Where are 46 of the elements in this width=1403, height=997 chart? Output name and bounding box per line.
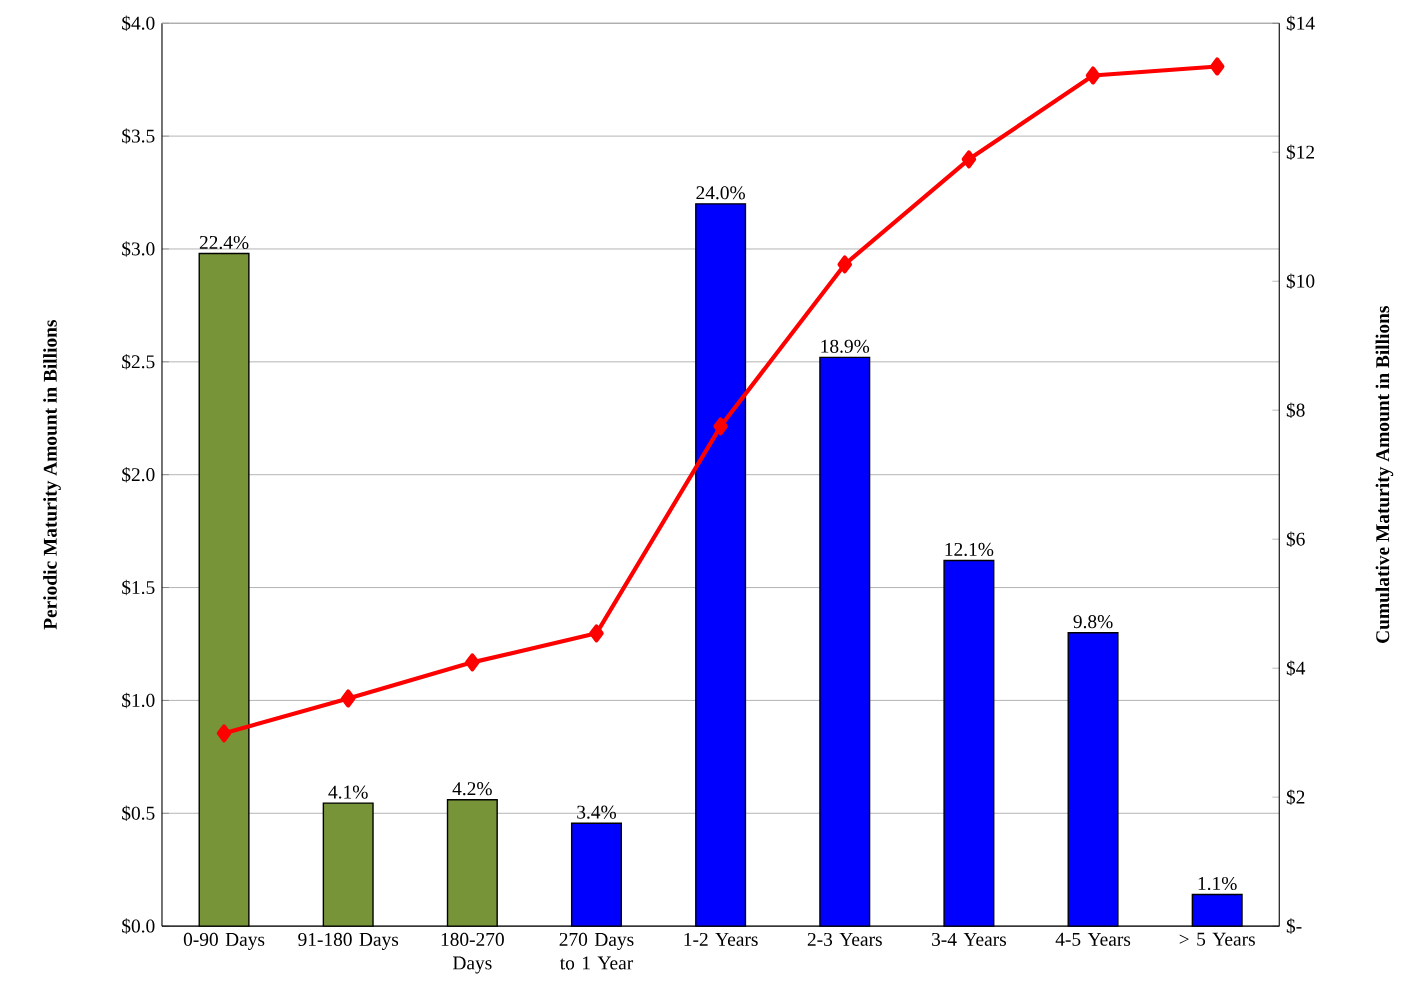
annotation: 4.2% [452,782,492,796]
point [1085,66,1101,85]
x-tick-label: 270 Days to 1 Year [559,932,634,970]
y-tick-label: $4.0 [122,15,155,31]
annotation: 1.1% [1198,876,1237,891]
y2-tick-label: $8 [1286,402,1305,418]
y-tick-label: $2.5 [122,354,155,370]
point [961,150,977,169]
y2-tick-label: $12 [1286,144,1315,160]
x-tick-label: 91-180 Days [298,932,399,950]
y2-tick-label: $14 [1286,15,1315,31]
y2-tick-label: $- [1286,918,1302,934]
y2-tick-label: $2 [1286,789,1305,805]
x-tick-label: 2-3 Years [807,932,882,946]
point [1209,57,1225,76]
y2-tick-label: $6 [1286,531,1305,547]
y2-axis-title: Cumulative Maturity Amount in Billions [1375,305,1394,643]
y-tick-label: $0.0 [122,918,155,934]
point [340,689,356,708]
y-tick-label: $0.5 [122,805,155,822]
point [713,417,728,436]
y-tick-label: $1.5 [122,579,155,596]
annotation: 12.1% [945,542,994,557]
y-tick-label: $3.5 [122,128,155,144]
y-tick-label: $1.0 [122,692,155,709]
y2-tick-label: $4 [1286,660,1306,676]
x-tick-label: 1-2 Years [684,932,758,946]
x-tick-label: 0-90 Days [183,932,265,950]
y-tick-label: $3.0 [122,241,155,257]
x-tick-label: 4-5 Years [1055,932,1131,946]
annotation: 9.8% [1073,615,1113,629]
annotation: 4.1% [328,785,368,799]
x-tick-label: 3-4 Years [932,932,1007,946]
point [589,624,604,643]
point [837,255,853,274]
annotation: 24.0% [696,186,745,200]
y2-tick-label: $10 [1286,273,1315,289]
point [216,724,232,743]
y-axis-title: Periodic Maturity Amount in Billions [43,319,61,630]
x-tick-label: > 5 Years [1179,932,1255,946]
annotation: 22.4% [199,235,249,250]
x-tick-label: 180-270 Days [441,932,504,974]
annotation: 3.4% [577,805,617,819]
annotation: 18.9% [821,339,870,353]
point [465,653,480,672]
y-tick-label: $2.0 [122,466,155,483]
